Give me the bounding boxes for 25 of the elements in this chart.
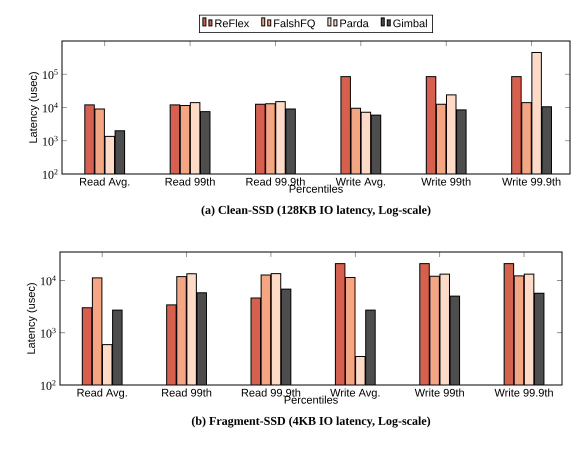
x-tick-label: Read 99.9th — [242, 388, 300, 397]
x-tick-label: Read 99.9th — [246, 178, 305, 186]
legend-label: FalshFQ — [274, 19, 315, 30]
y-tick-label: 10$^{5}$ — [43, 69, 58, 80]
y-axis-title: Latency (usec) — [26, 283, 38, 354]
x-tick-label: Write 99.9th — [502, 178, 560, 186]
y-axis-title: Latency (usec) — [28, 72, 40, 143]
y-tick-label: 10$^{3}$ — [43, 136, 58, 146]
text: (a) Clean-SSD (128KB IO latency, Log-scale) — [202, 206, 430, 216]
x-tick-label: Read Avg. — [78, 388, 127, 399]
text: (b) Fragment-SSD (4KB IO latency, Log-scale) — [192, 416, 430, 428]
x-tick-label: Write 99.9th — [494, 388, 553, 397]
x-tick-label: Read Avg. — [80, 178, 130, 188]
legend-label: Gimbal — [393, 19, 427, 28]
x-tick-label: Write 99th — [414, 388, 464, 397]
legend-label: ReFlex — [215, 19, 250, 28]
y-tick-label: 10$^{4}$ — [41, 276, 56, 286]
x-tick-label: Write 99th — [421, 178, 470, 186]
y-tick-label: 10$^{2}$ — [41, 380, 56, 390]
x-tick-label: Read 99th — [166, 178, 215, 186]
legend-label: Parda — [340, 19, 369, 28]
y-tick-label: 10$^{4}$ — [43, 102, 58, 112]
y-tick-label: 10$^{3}$ — [41, 328, 56, 338]
x-tick-label: Read 99th — [162, 388, 212, 397]
y-tick-label: 10$^{2}$ — [43, 169, 58, 179]
